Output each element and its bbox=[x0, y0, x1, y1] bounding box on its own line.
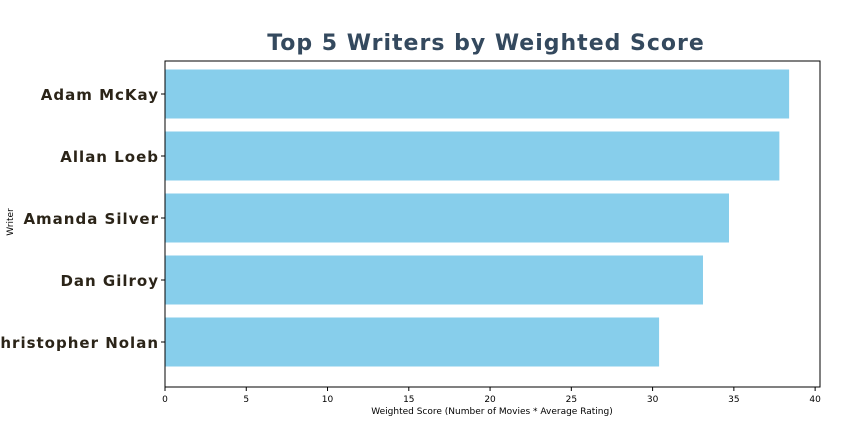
x-tick-label-10: 10 bbox=[322, 395, 334, 405]
bar-adam-mckay bbox=[165, 69, 790, 119]
y-tick-label-christopher-nolan: Christopher Nolan bbox=[0, 334, 159, 352]
x-tick-label-20: 20 bbox=[484, 395, 496, 405]
x-tick-label-40: 40 bbox=[809, 395, 821, 405]
bars-layer bbox=[165, 69, 790, 367]
bar-dan-gilroy bbox=[165, 255, 703, 305]
plot-frame bbox=[164, 60, 821, 388]
bar-allan-loeb bbox=[165, 131, 780, 181]
chart-title: Top 5 Writers by Weighted Score bbox=[267, 31, 705, 56]
x-tick-layer: 0 5 10 15 20 25 30 35 40 bbox=[162, 387, 821, 405]
bar-amanda-silver bbox=[165, 193, 729, 243]
y-tick-layer: Adam McKay Allan Loeb Amanda Silver Dan Gil… bbox=[0, 86, 165, 352]
y-tick-label-adam-mckay: Adam McKay bbox=[41, 86, 159, 104]
y-tick-label-dan-gilroy: Dan Gilroy bbox=[60, 272, 159, 290]
x-tick-label-5: 5 bbox=[243, 395, 249, 405]
y-axis-label: Writer bbox=[6, 208, 16, 236]
y-tick-label-amanda-silver: Amanda Silver bbox=[23, 210, 159, 228]
x-tick-label-30: 30 bbox=[647, 395, 659, 405]
x-tick-label-25: 25 bbox=[566, 395, 577, 405]
x-tick-label-0: 0 bbox=[162, 395, 168, 405]
bar-christopher-nolan bbox=[165, 317, 660, 367]
x-tick-label-15: 15 bbox=[403, 395, 414, 405]
y-tick-label-allan-loeb: Allan Loeb bbox=[60, 148, 159, 166]
x-tick-label-35: 35 bbox=[728, 395, 739, 405]
x-axis-label: Weighted Score (Number of Movies * Avera… bbox=[371, 407, 613, 417]
